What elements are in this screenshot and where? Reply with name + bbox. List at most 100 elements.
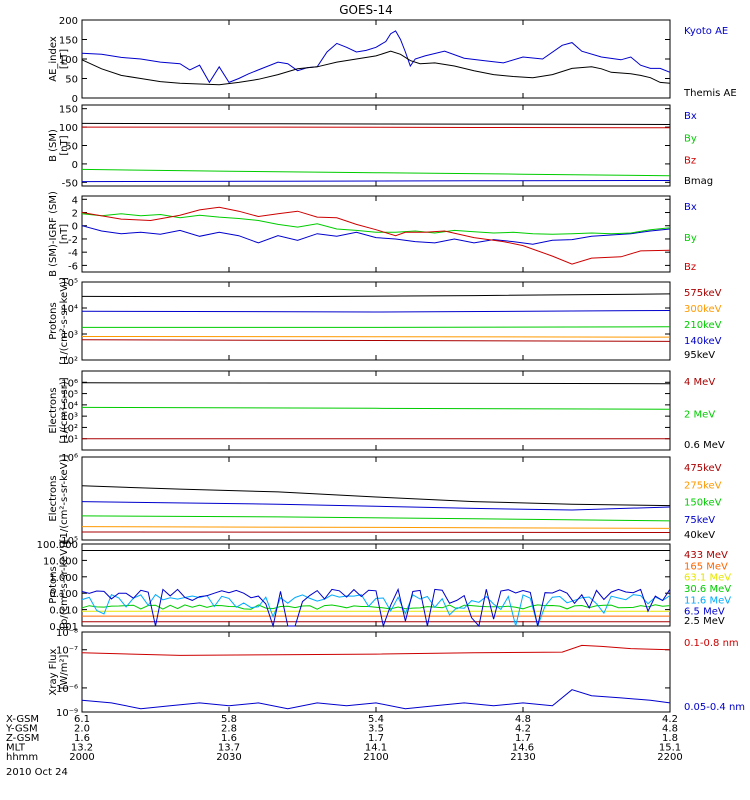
series-line-11-6-mev [81,593,671,628]
series-line-2-mev [81,406,671,410]
y-axis-label: [nT] [59,224,70,244]
legend-label: 165 MeV [684,561,728,572]
ephemeris-table: X-GSM 6.1 5.8 5.4 4.8 4.2Y-GSM 2.0 2.8 3.5 4.2 4.8… [5,714,683,763]
ephemeris-value: 2.8 [221,724,237,735]
y-axis-label: [p/(cm²-s-sr-keV)] [59,541,70,629]
y-tick-label: 10⁻⁶ [56,684,78,695]
ephemeris-value: 1.8 [662,733,678,744]
panel-frame [81,104,671,187]
y-tick-label: 100.000 [37,540,78,551]
y-axis-label: [1/(cm²-s-sr)] [59,377,70,443]
y-tick-label: -50 [62,178,78,189]
series-line-0-05-0-4-nm [81,689,671,710]
series-line-themis-ae [81,50,671,86]
y-tick-label: -4 [68,248,78,259]
y-tick-label: 0.010 [49,606,78,617]
ephemeris-value: 4.8 [515,714,531,725]
legend-label: 0.6 MeV [684,440,725,451]
series-line-300kev [81,336,671,338]
panel-frame [81,281,671,361]
ephemeris-value: 2000 [69,752,94,763]
legend-label: 210keV [684,320,722,331]
y-axis-label: [nT] [59,49,70,69]
ephemeris-value: 2130 [510,752,535,763]
y-axis-label: Electrons [48,387,59,433]
y-tick-label: 10⁴ [61,401,78,412]
y-axis-label: [W/m²] [59,654,70,689]
legend-label: 2 MeV [684,410,715,421]
y-tick-label: -6 [68,261,78,272]
legend-label: 0.1-0.8 nm [684,638,739,649]
legend-label: 2.5 MeV [684,616,725,627]
ephemeris-row-label: Y-GSM [5,724,38,735]
legend-label: 75keV [684,515,715,526]
legend-label: 275keV [684,480,722,491]
ephemeris-value: 4.2 [515,724,531,735]
panel-frame [81,543,671,627]
legend-label: 140keV [684,336,722,347]
y-tick-label: 10⁻⁸ [56,628,78,639]
ephemeris-value: 5.4 [368,714,384,725]
ephemeris-row-label: hhmm [6,752,38,763]
panel-frame [81,19,671,99]
series-line-75kev [81,501,671,511]
panel-3: -6 -4 -2 0 2 4 B (SM)-IGRF (SM) [nT] Bx By Bz [48,191,697,277]
series-line-bz [81,206,671,265]
series-line-bz [82,126,671,129]
ephemeris-value: 2030 [216,752,241,763]
ephemeris-value: 5.8 [221,714,237,725]
ephemeris-value: 4.2 [662,714,678,725]
series-line-0-1-0-8-nm [81,644,671,656]
legend-label: 0.05-0.4 nm [684,702,745,713]
y-tick-label: 10⁵ [61,536,78,547]
ephemeris-value: 6.1 [74,714,90,725]
y-tick-label: 10¹ [61,435,78,446]
y-tick-label: 0 [72,94,78,105]
series-line-0-6-mev [81,382,671,385]
ephemeris-value: 1.6 [221,733,237,744]
y-tick-label: -2 [68,235,78,246]
y-axis-label: [nT] [59,135,70,155]
legend-label: By [684,233,697,244]
ephemeris-value: 2200 [657,752,682,763]
y-axis-label: Electrons [48,475,59,521]
legend-label: 4 MeV [684,377,715,388]
panel-8: 10⁻⁹ 10⁻⁶ 10⁻⁷ 10⁻⁸ Xray Flux [W/m²] 0.1-0.8 n… [48,628,745,719]
y-tick-label: 10² [61,356,78,367]
legend-label: 63.1 MeV [684,573,731,584]
panel-7: 0.001 0.010 0.100 1.000 10.000 100.000 Protons… [37,540,732,633]
series-line-6-5-mev [81,587,671,628]
legend-label: Bx [684,202,697,213]
y-tick-label: 100 [59,123,78,134]
y-axis-label: B (SM) [48,129,59,162]
y-tick-label: 0.100 [49,589,78,600]
series-line-30-6-mev [81,604,671,610]
y-tick-label: 1.000 [49,573,78,584]
series-line-95kev [81,293,671,298]
legend-label: Bx [684,111,697,122]
y-tick-label: 10⁻⁷ [56,646,78,657]
legend-label: 433 MeV [684,550,728,561]
legend-label: 40keV [684,530,715,541]
ephemeris-value: 3.5 [368,724,384,735]
y-tick-label: 0.001 [49,622,78,633]
panel-2: -50 0 50 100 150 B (SM) [nT] Bx By Bz Bmag [48,104,713,189]
legend-label: 150keV [684,498,722,509]
series-line-140kev [81,310,671,313]
ephemeris-value: 13.2 [71,743,93,754]
y-tick-label: 4 [72,195,78,206]
y-tick-label: 150 [59,105,78,116]
y-tick-label: 10.000 [43,556,78,567]
series-line-bx [81,225,671,245]
legend-label: Bmag [684,176,713,187]
y-tick-label: 100 [59,55,78,66]
panel-4: 10² 10³ 10⁴ 10⁵ Protons [1/(cm²-s-sr-keV)] 575… [48,277,722,367]
legend-label: Bz [684,156,696,167]
y-tick-label: 10⁶ [61,453,78,464]
ephemeris-value: 1.7 [368,733,384,744]
y-axis-label: Protons [48,566,59,603]
y-axis-label: [1/(cm²-s-sr-keV)] [59,277,70,365]
series-line-210kev [82,326,671,328]
ephemeris-value: 4.8 [662,724,678,735]
